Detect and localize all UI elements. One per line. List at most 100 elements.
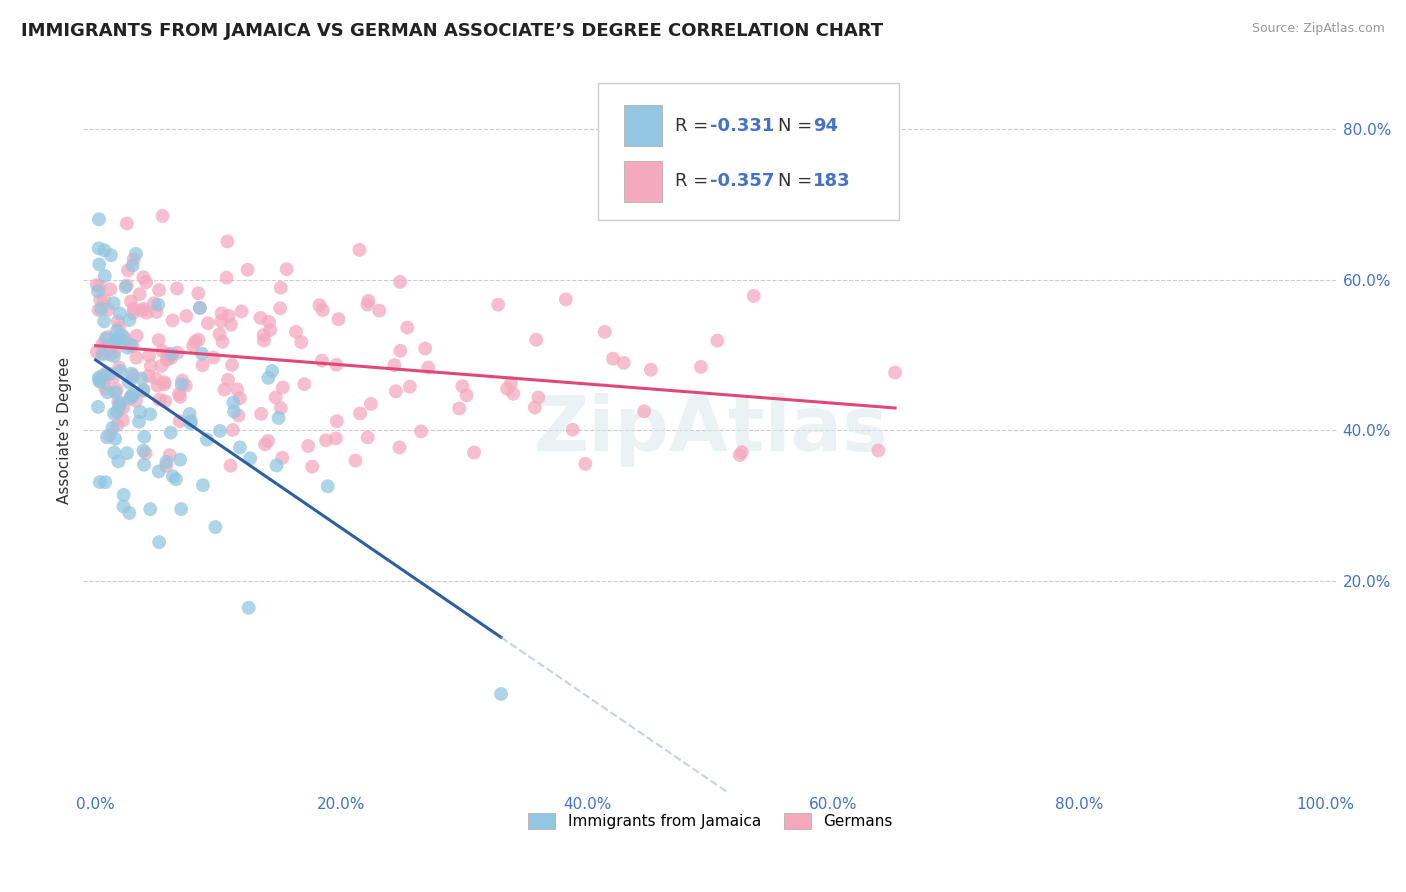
Point (152, 209, 174, 223)
Point (489, 687, 512, 701)
FancyBboxPatch shape (598, 83, 898, 220)
Point (409, 425, 432, 439)
Point (120, 338, 142, 352)
Point (103, 296, 125, 310)
Point (86, 277, 108, 292)
Point (104, 334, 127, 349)
Point (132, 383, 155, 397)
Point (103, 349, 125, 363)
Point (108, 401, 131, 415)
Point (188, 301, 211, 315)
Point (107, 394, 129, 409)
Point (451, 379, 474, 393)
Point (356, 297, 378, 311)
Point (593, 325, 616, 339)
Point (157, 351, 180, 365)
Point (115, 446, 138, 460)
Point (191, 358, 214, 372)
Point (156, 353, 179, 368)
Point (731, 445, 754, 459)
Point (101, 421, 124, 435)
Point (148, 283, 170, 297)
Point (134, 430, 156, 444)
Point (90, 301, 112, 316)
Point (117, 263, 139, 277)
Point (156, 347, 179, 361)
Point (94, 382, 117, 396)
Point (120, 391, 142, 405)
Point (250, 407, 273, 421)
Point (118, 313, 141, 327)
Point (187, 286, 209, 301)
Point (269, 301, 291, 316)
Point (449, 401, 471, 416)
Point (308, 298, 330, 312)
Point (167, 387, 190, 401)
Point (114, 280, 136, 294)
Point (103, 344, 125, 359)
Point (110, 364, 132, 378)
Text: R =: R = (675, 172, 714, 190)
Point (112, 401, 135, 415)
Point (222, 395, 245, 409)
Point (107, 314, 129, 328)
Point (139, 359, 162, 373)
Point (143, 296, 166, 310)
Point (125, 247, 148, 261)
Point (219, 318, 242, 332)
Point (267, 411, 290, 425)
Point (86, 345, 108, 359)
Point (125, 328, 148, 343)
Point (496, 382, 519, 396)
Point (98, 282, 121, 296)
Point (111, 413, 134, 427)
Point (131, 372, 153, 386)
Point (121, 388, 143, 402)
Point (388, 441, 411, 455)
Point (328, 312, 350, 326)
Point (221, 358, 243, 372)
Point (103, 407, 125, 421)
Point (103, 445, 125, 459)
Point (132, 301, 155, 316)
Point (257, 371, 280, 385)
Point (132, 384, 155, 398)
Point (89, 293, 111, 307)
Point (238, 600, 260, 615)
Point (728, 448, 751, 462)
Point (396, 320, 419, 334)
Point (236, 262, 259, 277)
Point (229, 441, 252, 455)
Point (211, 334, 233, 349)
Point (502, 386, 524, 401)
Text: -0.331: -0.331 (710, 117, 775, 135)
Point (188, 301, 211, 315)
Point (117, 341, 139, 355)
Point (101, 337, 124, 351)
Point (270, 281, 292, 295)
Text: Source: ZipAtlas.com: Source: ZipAtlas.com (1251, 22, 1385, 36)
Point (219, 458, 242, 473)
Point (357, 430, 380, 444)
Point (180, 414, 202, 428)
Point (97, 330, 120, 344)
Point (112, 488, 135, 502)
Text: IMMIGRANTS FROM JAMAICA VS GERMAN ASSOCIATE’S DEGREE CORRELATION CHART: IMMIGRANTS FROM JAMAICA VS GERMAN ASSOCI… (21, 22, 883, 40)
Point (112, 334, 135, 348)
Point (122, 368, 145, 383)
Point (266, 458, 288, 473)
Point (91, 368, 114, 383)
Point (316, 479, 339, 493)
Point (100, 248, 122, 262)
Point (217, 373, 239, 387)
Point (138, 368, 160, 383)
Text: N =: N = (778, 117, 818, 135)
Point (229, 391, 252, 405)
Point (132, 458, 155, 472)
Point (91, 376, 114, 390)
Point (112, 500, 135, 514)
Point (120, 294, 142, 309)
Point (98, 367, 121, 381)
Point (125, 393, 148, 408)
Point (602, 351, 624, 366)
